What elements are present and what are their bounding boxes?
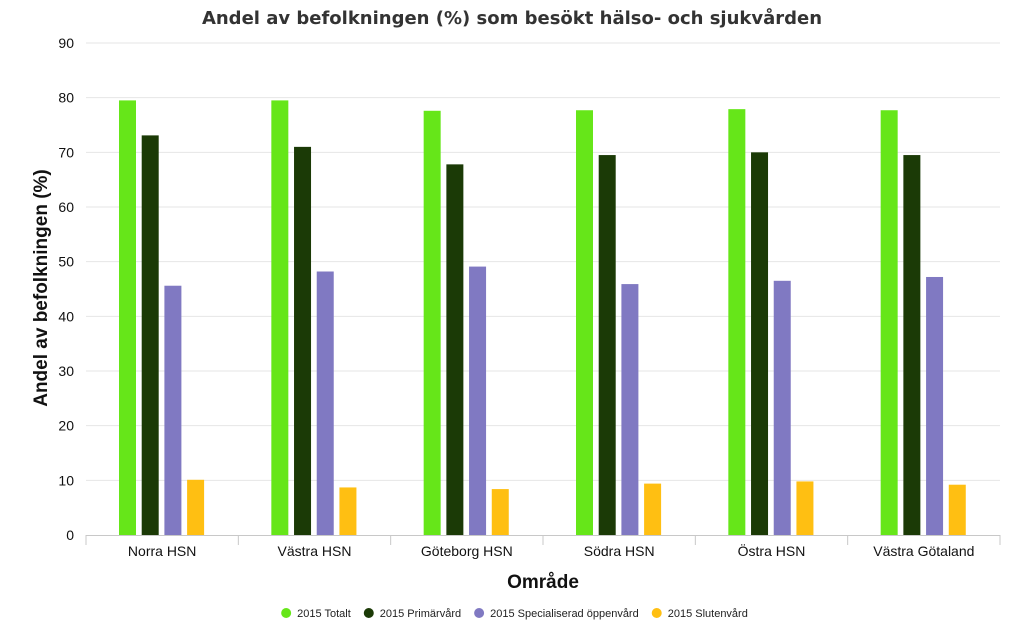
- y-tick-label: 40: [58, 308, 74, 324]
- legend-label: 2015 Primärvård: [380, 608, 461, 620]
- bar: [576, 110, 593, 536]
- x-category-label: Västra HSN: [278, 543, 352, 559]
- bar: [187, 479, 205, 535]
- y-tick-label: 0: [66, 527, 74, 543]
- legend-item[interactable]: 2015 Primärvård: [363, 608, 461, 620]
- bar: [271, 100, 289, 536]
- bar: [339, 487, 357, 535]
- y-tick-label: 60: [58, 199, 74, 215]
- x-category-label: Västra Götaland: [873, 543, 974, 559]
- category-group: [423, 110, 509, 536]
- category-group: [119, 100, 205, 536]
- category-group: [576, 110, 662, 536]
- bar: [880, 110, 898, 536]
- x-category-label: Södra HSN: [584, 543, 655, 559]
- category-group: [728, 109, 814, 536]
- legend-item[interactable]: 2015 Totalt: [281, 608, 351, 620]
- bar: [294, 146, 312, 535]
- bar: [621, 284, 639, 535]
- y-tick-label: 30: [58, 363, 74, 379]
- x-category-label: Göteborg HSN: [421, 543, 513, 559]
- legend-item[interactable]: 2015 Specialiserad öppenvård: [474, 608, 639, 620]
- legend-marker: [651, 608, 662, 618]
- bar: [119, 100, 136, 536]
- y-axis-ticks: 0 10 20 30 40 50 60 70 80 90: [58, 35, 74, 543]
- y-tick-label: 50: [58, 254, 74, 270]
- bar: [598, 155, 616, 536]
- y-tick-label: 90: [58, 35, 74, 51]
- bar: [446, 164, 464, 536]
- bar: [491, 489, 509, 535]
- bar: [164, 285, 182, 535]
- bar: [728, 109, 746, 535]
- bar: [926, 276, 944, 535]
- bar: [423, 110, 441, 535]
- bar: [773, 280, 791, 535]
- y-axis-title: Andel av befolkningen (%): [31, 169, 52, 407]
- bar: [469, 266, 487, 535]
- legend-marker: [363, 608, 374, 618]
- bar: [644, 483, 662, 535]
- y-tick-label: 80: [58, 90, 74, 106]
- legend-label: 2015 Totalt: [297, 608, 351, 620]
- bar: [796, 481, 814, 535]
- x-axis: Norra HSN Västra HSN Göteborg HSN Södra HSN…: [85, 535, 1001, 559]
- chart-title: Andel av befolkningen (%) som besökt häl…: [202, 7, 822, 29]
- category-group: [880, 110, 966, 536]
- y-tick-label: 20: [58, 418, 74, 434]
- bars: [119, 100, 966, 536]
- legend-label: 2015 Slutenvård: [668, 608, 748, 620]
- legend-item[interactable]: 2015 Slutenvård: [651, 608, 748, 620]
- bar: [948, 484, 966, 535]
- category-group: [271, 100, 357, 536]
- legend-label: 2015 Specialiserad öppenvård: [490, 608, 639, 620]
- bar: [903, 155, 921, 536]
- bar: [751, 152, 769, 536]
- legend-marker: [281, 608, 292, 618]
- x-category-label: Norra HSN: [128, 543, 196, 559]
- legend: 2015 Totalt 2015 Primärvård 2015 Specialis…: [281, 608, 748, 620]
- y-tick-label: 70: [58, 144, 74, 160]
- gridlines: [86, 42, 1000, 481]
- bar: [316, 271, 334, 535]
- y-tick-label: 10: [58, 472, 74, 488]
- legend-marker: [474, 608, 485, 618]
- x-category-label: Östra HSN: [738, 542, 806, 559]
- x-axis-title: Område: [507, 572, 579, 593]
- bar: [141, 135, 159, 536]
